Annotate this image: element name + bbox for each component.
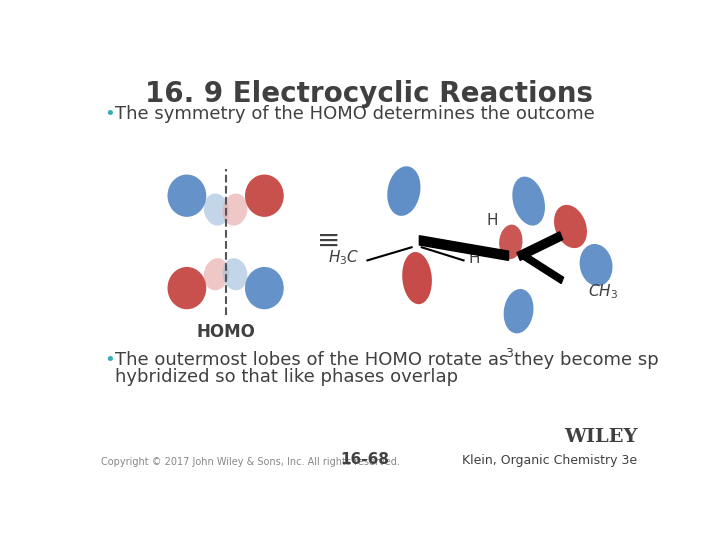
Text: H: H: [468, 251, 480, 266]
Ellipse shape: [554, 205, 587, 248]
Text: •: •: [104, 351, 114, 369]
Ellipse shape: [204, 193, 229, 226]
Ellipse shape: [168, 174, 206, 217]
Ellipse shape: [580, 244, 613, 286]
Text: 16. 9 Electrocyclic Reactions: 16. 9 Electrocyclic Reactions: [145, 80, 593, 108]
Text: Klein, Organic Chemistry 3e: Klein, Organic Chemistry 3e: [462, 454, 637, 467]
Text: H: H: [486, 213, 498, 228]
Ellipse shape: [387, 166, 420, 216]
Polygon shape: [419, 236, 508, 260]
Text: $CH_3$: $CH_3$: [588, 282, 618, 301]
Text: 3: 3: [505, 347, 513, 360]
Text: The symmetry of the HOMO determines the outcome: The symmetry of the HOMO determines the …: [114, 105, 595, 123]
Text: $H_3C$: $H_3C$: [328, 248, 360, 267]
Ellipse shape: [222, 193, 248, 226]
Ellipse shape: [504, 289, 534, 333]
Ellipse shape: [222, 258, 248, 291]
Ellipse shape: [245, 267, 284, 309]
Polygon shape: [517, 232, 563, 260]
Text: HOMO: HOMO: [196, 323, 255, 341]
Ellipse shape: [168, 267, 206, 309]
Ellipse shape: [245, 174, 284, 217]
Polygon shape: [520, 251, 564, 284]
Text: •: •: [104, 105, 114, 123]
Text: Copyright © 2017 John Wiley & Sons, Inc. All rights reserved.: Copyright © 2017 John Wiley & Sons, Inc.…: [101, 457, 400, 467]
Ellipse shape: [499, 225, 523, 259]
Ellipse shape: [402, 252, 432, 304]
Ellipse shape: [204, 258, 229, 291]
Text: The outermost lobes of the HOMO rotate as they become sp: The outermost lobes of the HOMO rotate a…: [114, 351, 659, 369]
Text: hybridized so that like phases overlap: hybridized so that like phases overlap: [114, 368, 458, 386]
Text: 16-68: 16-68: [341, 452, 390, 467]
Text: WILEY: WILEY: [564, 428, 637, 446]
Text: ≡: ≡: [317, 226, 341, 254]
Ellipse shape: [513, 177, 545, 226]
